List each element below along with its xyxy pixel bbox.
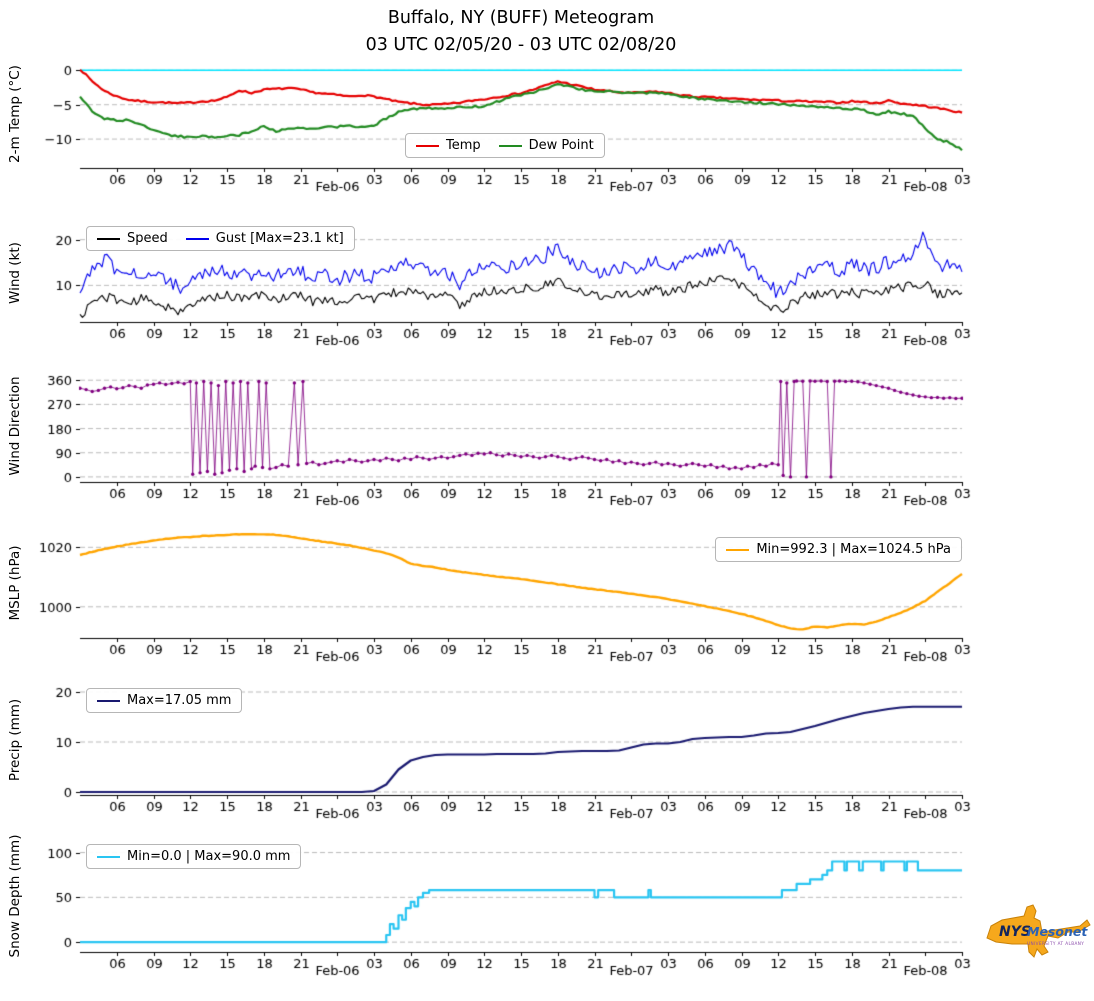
dew-point-line-swatch (498, 144, 522, 147)
temp-line-swatch (416, 144, 439, 147)
legend-entry-gust: Gust [Max=23.1 kt] (185, 231, 344, 246)
mslp-legend-label: Min=992.3 | Max=1024.5 hPa (756, 542, 951, 557)
gust-legend-label: Gust [Max=23.1 kt] (215, 231, 344, 246)
logo-subtitle-text: UNIVERSITY AT ALBANY (1027, 941, 1084, 946)
logo-nys-text: NYS (999, 924, 1031, 940)
speed-legend-label: Speed (127, 231, 168, 246)
title-line2: 03 UTC 02/05/20 - 03 UTC 02/08/20 (365, 35, 677, 55)
mslp-line-swatch (726, 548, 750, 551)
ylabel-mslp: MSLP (hPa) (7, 545, 23, 621)
figure-title: Buffalo, NY (BUFF) Meteogram 03 UTC 02/0… (366, 5, 677, 59)
legend-entry-precip: Max=17.05 mm (97, 693, 231, 708)
precip-line-swatch (97, 699, 120, 702)
legend-entry-speed: Speed (97, 231, 168, 246)
snow-depth-legend-label: Min=0.0 | Max=90.0 mm (127, 849, 291, 864)
legend-entry-dew-point: Dew Point (498, 138, 594, 153)
ylabel-precip: Precip (mm) (7, 698, 23, 782)
mslp-legend: Min=992.3 | Max=1024.5 hPa (715, 537, 962, 562)
speed-line-swatch (97, 237, 120, 240)
ylabel-snow-depth: Snow Depth (mm) (7, 834, 23, 958)
gust-line-swatch (185, 237, 209, 240)
ylabel-wind: Wind (kt) (7, 242, 23, 304)
legend-entry-mslp: Min=992.3 | Max=1024.5 hPa (726, 542, 951, 557)
dew-point-legend-label: Dew Point (528, 138, 594, 153)
snow-depth-line-swatch (97, 855, 120, 858)
legend-entry-snow-depth: Min=0.0 | Max=90.0 mm (97, 849, 290, 864)
ny-state-shape (986, 904, 1091, 958)
temp-legend-label: Temp (446, 138, 481, 153)
title-line1: Buffalo, NY (BUFF) Meteogram (387, 8, 655, 28)
ylabel-temp: 2-m Temp (°C) (7, 65, 23, 163)
snow-depth-legend: Min=0.0 | Max=90.0 mm (86, 844, 302, 869)
wind-legend: Speed Gust [Max=23.1 kt] (86, 226, 355, 251)
nys-mesonet-logo: NYS Mesonet UNIVERSITY AT ALBANY (986, 904, 1091, 958)
logo-mesonet-text: Mesonet (1027, 924, 1088, 939)
legend-entry-temp: Temp (416, 138, 481, 153)
precip-legend: Max=17.05 mm (86, 688, 243, 713)
ylabel-wind-direction: Wind Direction (7, 376, 23, 476)
temp-legend: Temp Dew Point (405, 133, 605, 158)
precip-legend-label: Max=17.05 mm (127, 693, 232, 708)
